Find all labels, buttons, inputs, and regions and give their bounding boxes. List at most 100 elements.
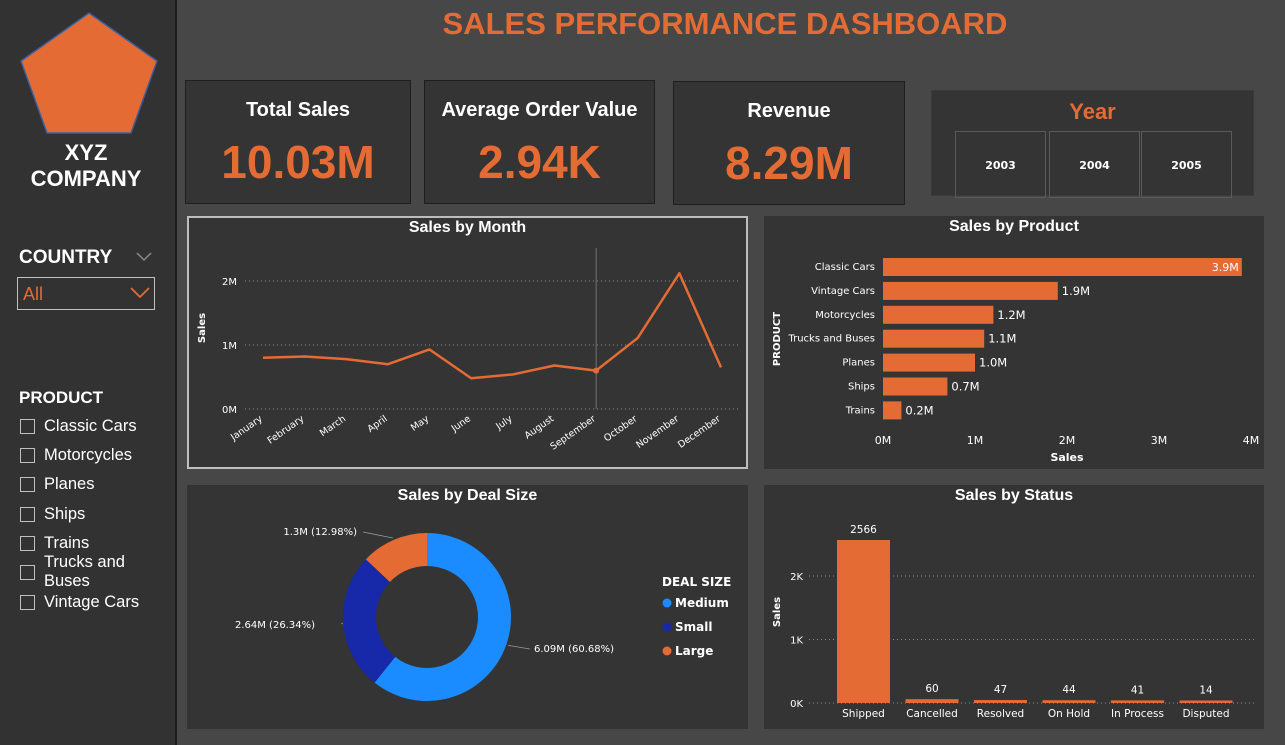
- y-tick-label: 2M: [222, 277, 237, 288]
- sales-by-month-chart: 0M 1M 2M Sales January February March April May J…: [197, 248, 741, 453]
- kpi-value: 10.03M: [221, 136, 375, 188]
- checkbox-icon[interactable]: [20, 418, 35, 434]
- checkbox-icon[interactable]: [20, 535, 35, 551]
- bar: [883, 401, 902, 420]
- data-label: 14: [1199, 685, 1213, 697]
- product-checkbox-trains[interactable]: Trains: [20, 532, 89, 554]
- bar: [883, 353, 975, 372]
- kpi-label: Revenue: [747, 100, 831, 122]
- country-dropdown-value: All: [23, 284, 44, 304]
- x-tick-label: April: [366, 413, 390, 434]
- checkbox-icon[interactable]: [20, 594, 35, 610]
- product-checkbox-classic-cars[interactable]: Classic Cars: [20, 415, 137, 437]
- product-checkbox-motorcycles[interactable]: Motorcycles: [20, 444, 132, 466]
- x-tick-label: 0M: [875, 434, 892, 447]
- product-checkbox-vintage-cars[interactable]: Vintage Cars: [20, 591, 139, 613]
- year-slicer-title: Year: [1069, 99, 1116, 124]
- leader-line: [508, 645, 531, 650]
- sales-by-status-chart: 0K 1K 2K Sales 2566 Shipped 60 Cancelled 47 Resol…: [772, 524, 1257, 720]
- data-label: 0.2M: [905, 403, 933, 417]
- y-tick-label: Trucks and Buses: [787, 334, 875, 345]
- checkbox-label: Classic Cars: [44, 416, 137, 435]
- year-button-2005[interactable]: 2005: [1141, 131, 1232, 198]
- x-tick-label: March: [318, 413, 348, 439]
- checkbox-label: Motorcycles: [44, 445, 133, 464]
- y-tick-label: 1K: [790, 635, 803, 646]
- bar: [974, 700, 1027, 703]
- x-tick-label: May: [409, 413, 432, 433]
- x-axis-label: Sales: [1050, 451, 1084, 464]
- sales-by-product-panel: Sales by Product PRODUCT Classic Cars 3.9M…: [764, 216, 1264, 469]
- year-button-2004[interactable]: 2004: [1049, 131, 1140, 198]
- bar: [883, 258, 1242, 276]
- leader-line: [341, 622, 344, 625]
- series-line: [262, 272, 723, 380]
- kpi-label: Total Sales: [245, 99, 351, 121]
- checkbox-label: Vintage Cars: [44, 592, 140, 611]
- bar: [883, 329, 985, 348]
- chart-title: Sales by Month: [408, 219, 527, 236]
- y-tick-label: 2K: [790, 572, 803, 583]
- data-label: 3.9M: [1212, 261, 1239, 274]
- product-checkbox-planes[interactable]: Planes: [20, 473, 94, 495]
- year-slicer: Year 2003 2004 2005: [931, 90, 1254, 198]
- company-line-1: XYZ: [64, 140, 108, 165]
- x-tick-label: Cancelled: [906, 708, 958, 720]
- bar: [1179, 700, 1233, 703]
- product-label: PRODUCT: [19, 388, 104, 407]
- kpi-card-revenue: Revenue 8.29M: [673, 81, 905, 205]
- legend-marker: [662, 646, 672, 656]
- checkbox-label: Trucks and Buses: [43, 553, 125, 590]
- country-dropdown[interactable]: All: [17, 277, 155, 310]
- checkbox-icon[interactable]: [20, 564, 35, 580]
- chart-title: Sales by Status: [954, 487, 1074, 504]
- legend-label: Medium: [675, 596, 729, 610]
- data-label: 0.7M: [951, 380, 979, 394]
- x-tick-label: Disputed: [1182, 708, 1229, 720]
- x-tick-label: July: [493, 413, 514, 433]
- sales-by-month-panel: Sales by Month 0M 1M 2M Sales January Februar…: [187, 216, 748, 469]
- data-label: 47: [994, 684, 1007, 696]
- bar: [883, 305, 994, 324]
- y-tick-label: Motorcycles: [815, 310, 875, 321]
- legend-marker: [662, 598, 672, 608]
- y-tick-label: Vintage Cars: [811, 286, 875, 297]
- country-label: COUNTRY: [19, 247, 113, 268]
- leader-line: [362, 531, 394, 539]
- donut-slice: [343, 559, 396, 683]
- x-tick-label: October: [602, 413, 640, 444]
- checkbox-icon[interactable]: [20, 447, 35, 463]
- legend-title: DEAL SIZE: [662, 575, 731, 589]
- chart-title: Sales by Product: [949, 218, 1079, 235]
- legend-label: Large: [675, 644, 713, 658]
- bar: [1111, 700, 1164, 703]
- chart-title: Sales by Deal Size: [397, 487, 538, 504]
- checkbox-icon[interactable]: [20, 506, 35, 522]
- x-tick-label: 2M: [1059, 434, 1076, 447]
- data-label: 41: [1131, 684, 1144, 696]
- donut-slice: [374, 533, 511, 701]
- data-label: 1.9M: [1062, 284, 1090, 298]
- x-tick-label: January: [228, 413, 265, 443]
- sales-by-product-chart: PRODUCT Classic Cars 3.9M Vintage Cars 1.9M M…: [772, 258, 1259, 464]
- legend-marker: [662, 622, 672, 632]
- kpi-card-average-order-value: Average Order Value 2.94K: [424, 80, 655, 204]
- bar: [883, 377, 948, 396]
- product-checkbox-ships[interactable]: Ships: [20, 503, 85, 525]
- data-label: 60: [925, 683, 938, 695]
- product-checkbox-trucks-and-buses[interactable]: Trucks and Buses: [20, 553, 175, 590]
- bar: [905, 699, 959, 703]
- checkbox-icon[interactable]: [20, 476, 35, 492]
- dashboard-title: SALES PERFORMANCE DASHBOARD: [442, 6, 1008, 41]
- x-tick-label: June: [449, 413, 473, 435]
- kpi-value: 2.94K: [478, 136, 601, 188]
- sales-by-deal-size-panel: Sales by Deal Size 6.09M (60.68%) 2.64M (…: [187, 485, 748, 729]
- data-label: 1.2M: [997, 308, 1025, 322]
- kpi-card-total-sales: Total Sales 10.03M: [185, 80, 411, 204]
- x-tick-label: Resolved: [977, 708, 1024, 720]
- year-button-2003[interactable]: 2003: [955, 131, 1046, 198]
- y-tick-label: Ships: [848, 382, 875, 393]
- sales-by-deal-size-chart: 6.09M (60.68%) 2.64M (26.34%) 1.3M (12.98%…: [235, 527, 731, 701]
- y-axis-label: Sales: [197, 313, 208, 343]
- chevron-down-icon[interactable]: [136, 252, 152, 262]
